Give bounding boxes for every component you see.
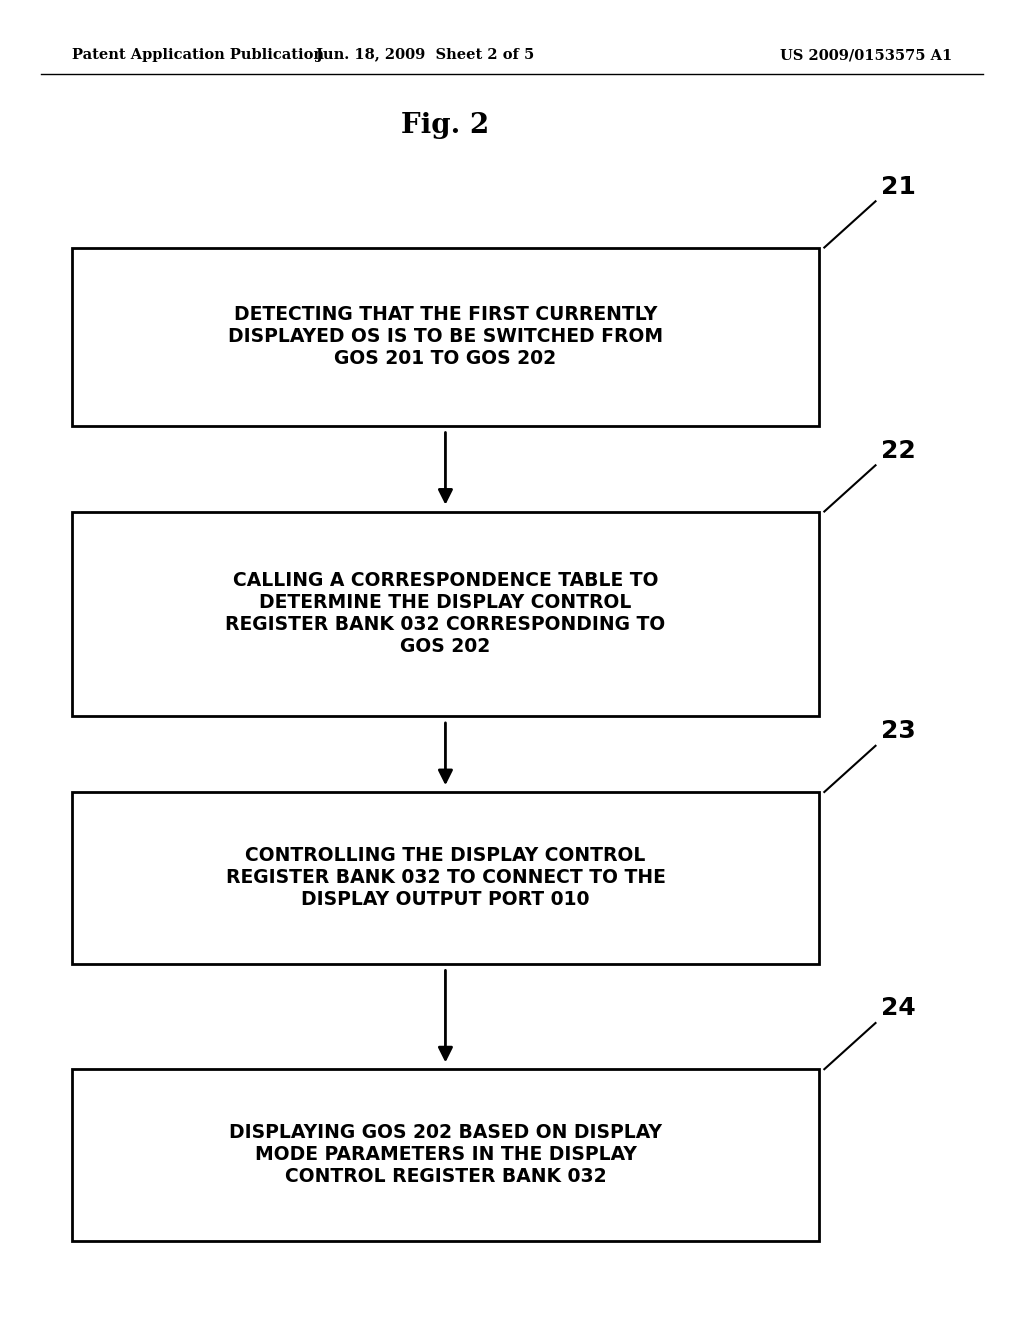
Bar: [72, 248, 819, 425]
Text: US 2009/0153575 A1: US 2009/0153575 A1: [780, 49, 952, 62]
Text: 21: 21: [881, 174, 915, 198]
Bar: [72, 511, 819, 715]
Text: 24: 24: [881, 997, 915, 1020]
Bar: [72, 1069, 819, 1241]
Text: Patent Application Publication: Patent Application Publication: [72, 49, 324, 62]
Text: Jun. 18, 2009  Sheet 2 of 5: Jun. 18, 2009 Sheet 2 of 5: [315, 49, 535, 62]
Text: DETECTING THAT THE FIRST CURRENTLY
DISPLAYED OS IS TO BE SWITCHED FROM
GOS 201 T: DETECTING THAT THE FIRST CURRENTLY DISPL…: [228, 305, 663, 368]
Text: Fig. 2: Fig. 2: [401, 112, 489, 139]
Text: 23: 23: [881, 719, 915, 743]
Bar: [72, 792, 819, 964]
Text: 22: 22: [881, 438, 915, 462]
Text: CALLING A CORRESPONDENCE TABLE TO
DETERMINE THE DISPLAY CONTROL
REGISTER BANK 03: CALLING A CORRESPONDENCE TABLE TO DETERM…: [225, 572, 666, 656]
Text: DISPLAYING GOS 202 BASED ON DISPLAY
MODE PARAMETERS IN THE DISPLAY
CONTROL REGIS: DISPLAYING GOS 202 BASED ON DISPLAY MODE…: [229, 1123, 662, 1187]
Text: CONTROLLING THE DISPLAY CONTROL
REGISTER BANK 032 TO CONNECT TO THE
DISPLAY OUTP: CONTROLLING THE DISPLAY CONTROL REGISTER…: [225, 846, 666, 909]
